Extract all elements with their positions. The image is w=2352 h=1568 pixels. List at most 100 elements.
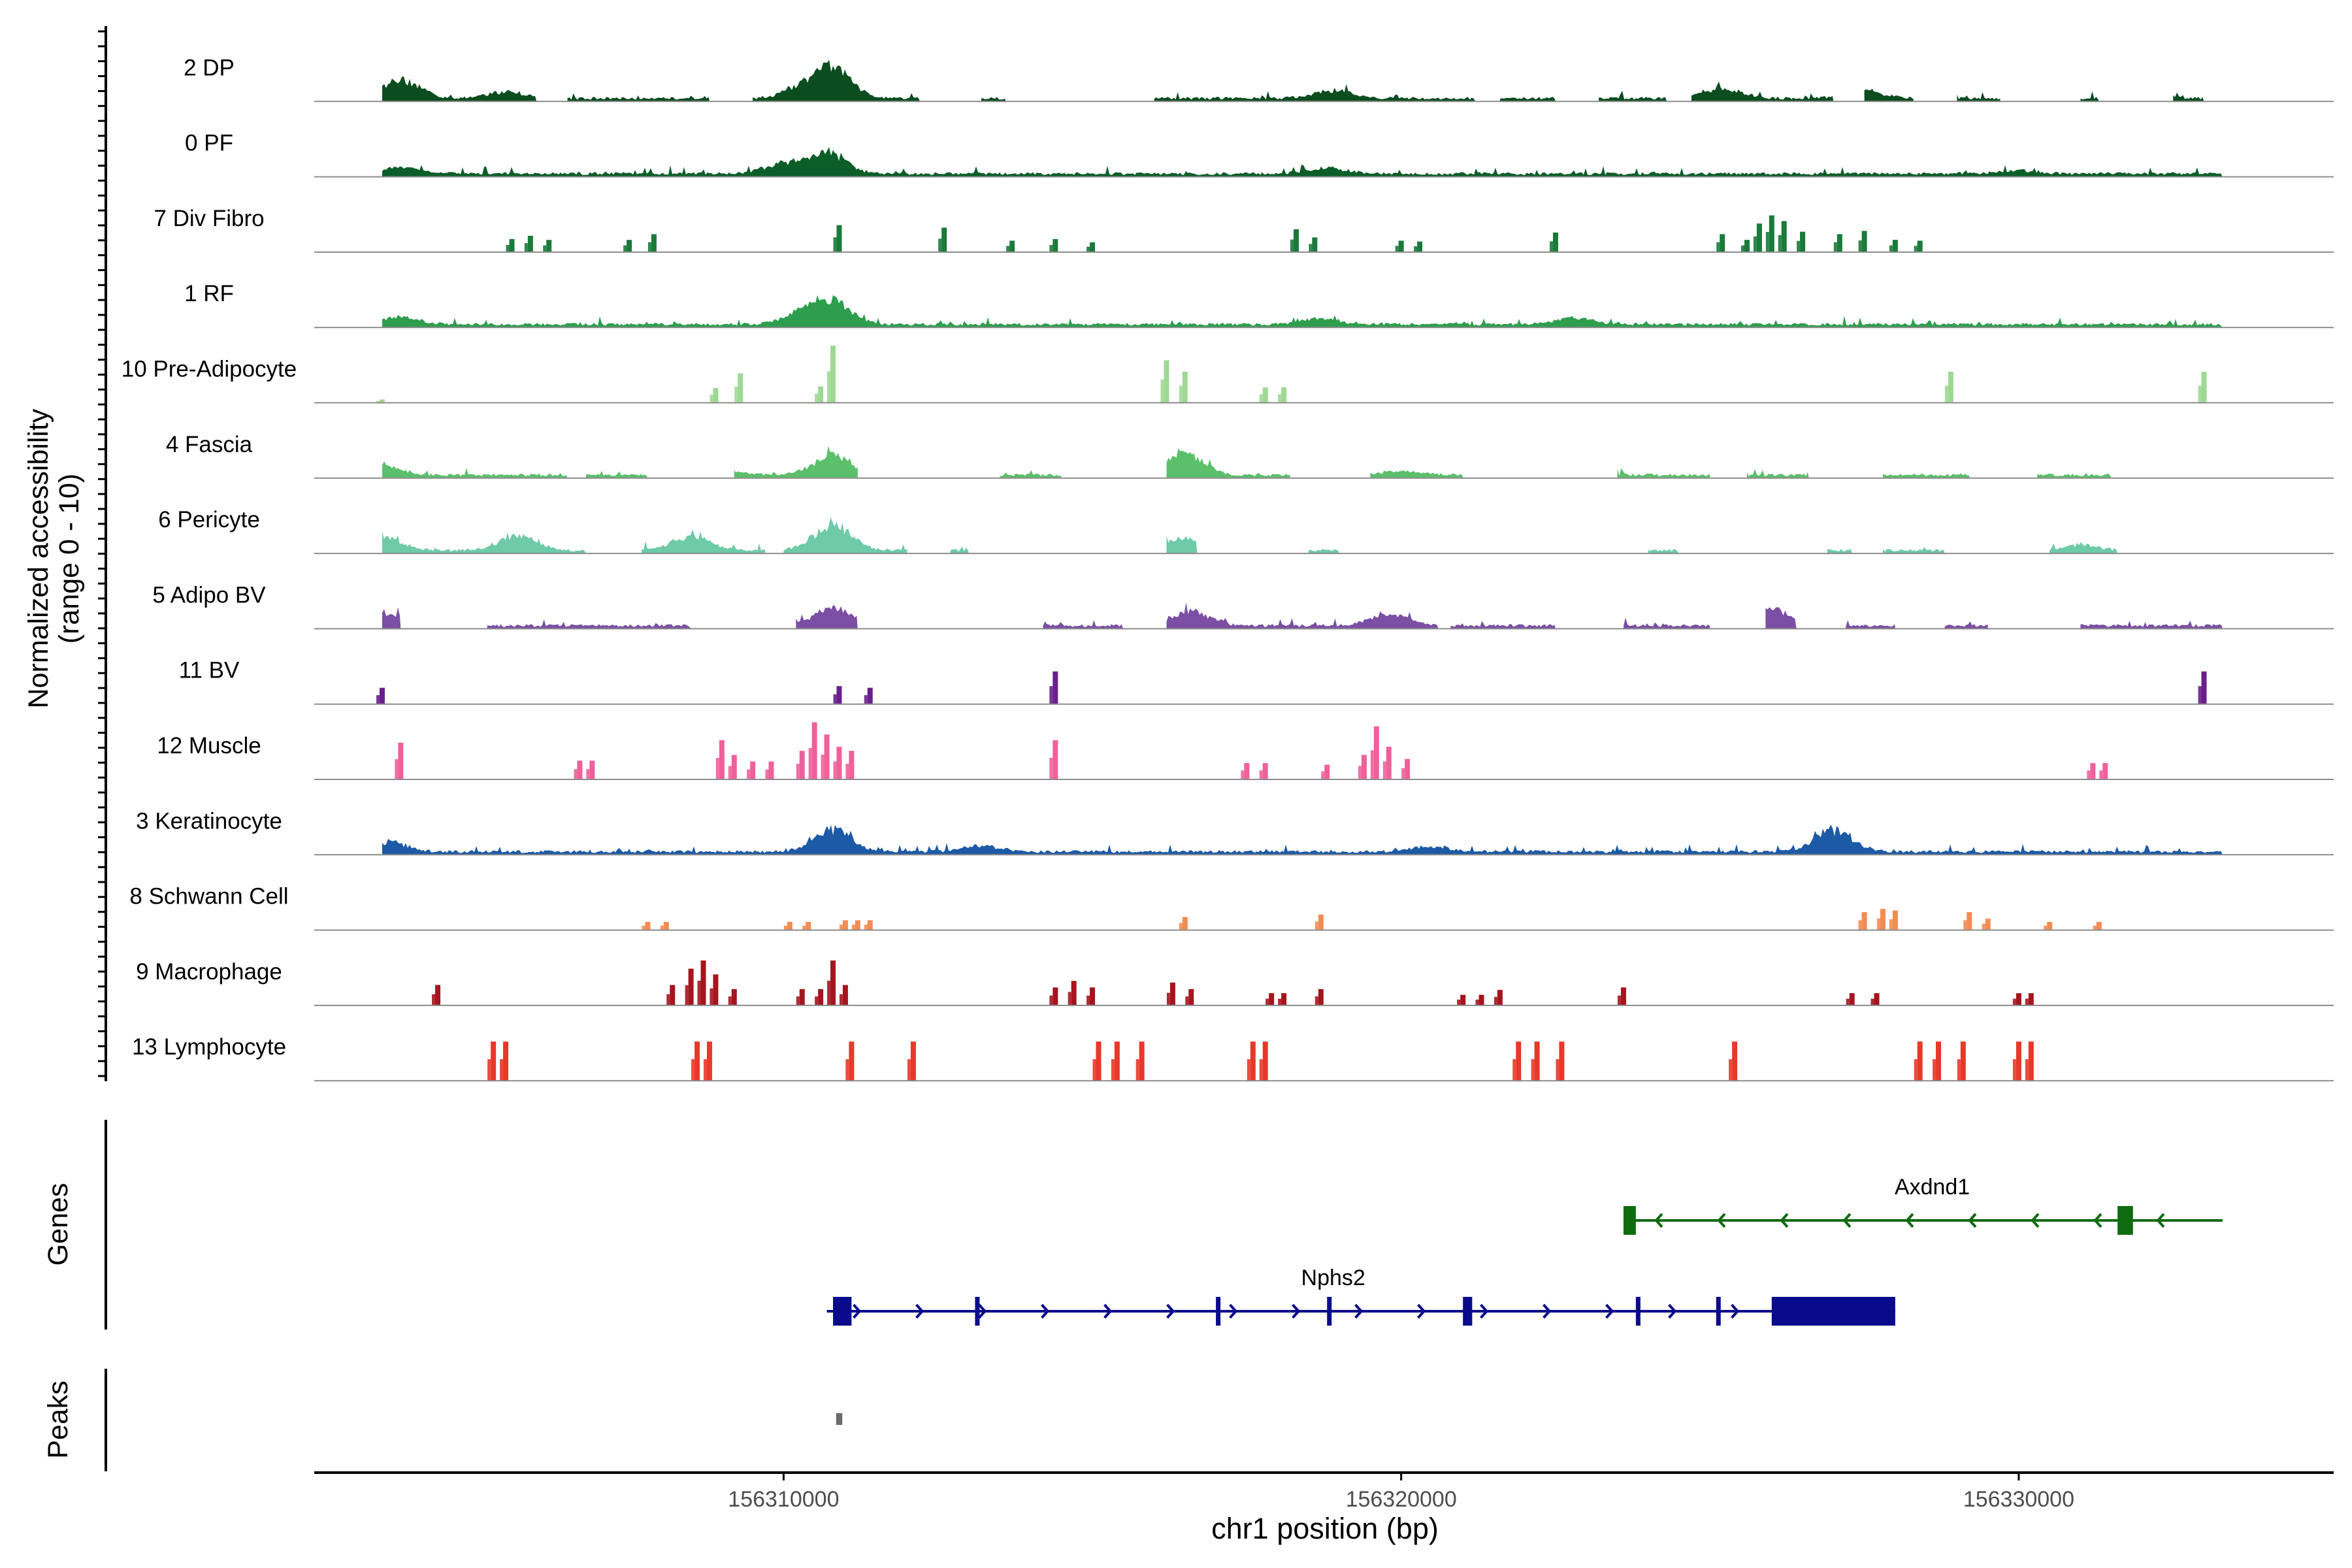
coverage-bar [2012, 998, 2016, 1005]
coverage-bar [1262, 1041, 1268, 1081]
coverage-bar [2028, 993, 2034, 1005]
coverage-bar [2087, 770, 2091, 779]
coverage-bar [941, 227, 947, 252]
coverage-bar [830, 960, 836, 1005]
coverage-bar [1096, 1041, 1102, 1081]
strand-arrow [1543, 1303, 1552, 1319]
track-7: 5 Adipo BV [152, 582, 2334, 630]
coverage-bar [651, 234, 657, 252]
coverage-bar [700, 960, 706, 1005]
coverage-bar [938, 238, 942, 252]
strand-arrow [978, 1303, 987, 1319]
coverage-area [753, 59, 920, 102]
track-6: 6 Pericyte [158, 507, 2334, 555]
coverage-bar [1318, 988, 1324, 1005]
coverage-bar [1071, 981, 1077, 1005]
coverage-bar [1617, 995, 1621, 1005]
coverage-bar [2047, 922, 2053, 930]
coverage-bar [1874, 993, 1880, 1005]
track-label: 11 BV [179, 658, 240, 683]
coverage-bar [833, 237, 837, 252]
gene-Nphs2: Nphs2 [826, 1266, 1895, 1326]
coverage-area [567, 93, 710, 102]
coverage-bar [586, 769, 590, 779]
coverage-bar [1309, 244, 1313, 252]
coverage-bar [543, 245, 547, 252]
coverage-bar [645, 922, 651, 930]
coverage-area [1747, 468, 1809, 478]
coverage-bar [815, 393, 819, 403]
coverage-bar [747, 769, 751, 779]
coverage-bar [2016, 993, 2021, 1005]
coverage-bar [1861, 231, 1867, 252]
coverage-bar [1269, 993, 1275, 1005]
coverage-bar [666, 994, 670, 1005]
coverage-bar [627, 240, 632, 252]
coverage-bar [1185, 996, 1189, 1005]
coverage-bar [1765, 231, 1769, 252]
coverage-bar [2198, 385, 2202, 403]
coverage-area [1883, 473, 1970, 478]
coverage-bar [1090, 242, 1096, 252]
coverage-bar [731, 988, 737, 1005]
coverage-bar [432, 994, 436, 1005]
coverage-area [1944, 621, 1988, 629]
coverage-bar [1278, 998, 1282, 1005]
strand-arrow [2156, 1213, 2165, 1228]
genes-panel-label: Genes [42, 1183, 74, 1266]
coverage-bar [851, 924, 855, 930]
coverage-area [1370, 470, 1463, 478]
coverage-bar [376, 400, 380, 403]
coverage-area [382, 147, 2223, 177]
coverage-bar [2090, 763, 2096, 779]
coverage-bar [1512, 1059, 1516, 1081]
coverage-bar [663, 922, 669, 930]
coverage-area [2050, 542, 2118, 554]
gene-label: Axdnd1 [1895, 1175, 1970, 1200]
coverage-bar [839, 994, 843, 1005]
coverage-bar [1259, 1059, 1263, 1081]
coverage-bar [1960, 1041, 1966, 1081]
coverage-bar [1053, 987, 1058, 1005]
coverage-bar [1049, 758, 1053, 779]
coverage-bar [376, 694, 380, 704]
gene-exon [1327, 1297, 1332, 1326]
coverage-bar [1457, 999, 1461, 1005]
coverage-area [783, 517, 907, 554]
x-axis-title: chr1 position (bp) [1211, 1512, 1439, 1545]
coverage-bar [503, 1041, 509, 1081]
coverage-bar [1778, 235, 1782, 252]
strand-arrow [1717, 1213, 1726, 1228]
coverage-bar [864, 924, 868, 930]
coverage-bar [1781, 221, 1787, 252]
coverage-bar [713, 974, 719, 1005]
coverage-bar [818, 988, 824, 1005]
gene-exon [1623, 1206, 1636, 1235]
strand-arrow [2031, 1213, 2040, 1228]
coverage-bar [836, 686, 842, 704]
strand-arrow [1480, 1303, 1489, 1319]
coverage-area [1000, 470, 1062, 478]
strand-arrow [1229, 1303, 1238, 1319]
coverage-area [382, 295, 2223, 328]
coverage-bar [806, 922, 811, 930]
coverage-bar [1312, 237, 1318, 252]
x-tick-label: 156310000 [728, 1487, 839, 1512]
coverage-area [382, 607, 401, 629]
gene-exon [1635, 1297, 1641, 1326]
coverage-bar [1398, 240, 1404, 252]
coverage-bar [435, 985, 441, 1005]
coverage-bar [660, 925, 664, 930]
x-axis: chr1 position (bp) 156310000 156320000 156… [314, 1471, 2334, 1545]
coverage-bar [1361, 755, 1367, 779]
coverage-y-label-range: (range 0 - 10) [54, 474, 85, 644]
coverage-bar [1936, 1041, 1942, 1081]
coverage-bar [1324, 764, 1330, 779]
coverage-bar [1729, 1059, 1733, 1081]
track-label: 3 Keratinocyte [136, 808, 282, 834]
coverage-bar [1876, 918, 1880, 930]
coverage-bar [697, 981, 701, 1005]
coverage-bar [1858, 920, 1862, 930]
coverage-bar [1262, 387, 1268, 403]
track-5: 4 Fascia [166, 432, 2334, 479]
